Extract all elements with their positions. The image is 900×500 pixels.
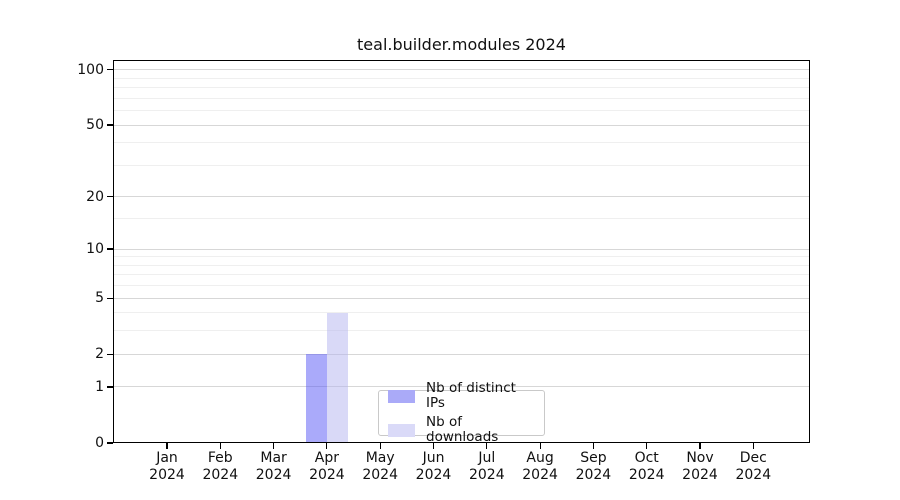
x-tick-label: Sep 2024 [575,450,612,483]
gridline-minor [113,256,810,258]
x-tick-label: Jan 2024 [149,450,185,483]
x-tick [326,443,328,449]
x-tick-label: May 2024 [362,450,398,483]
x-tick [432,443,435,449]
bar-distinct-ips [305,354,327,443]
y-tick [107,297,113,299]
legend: Nb of distinct IPs Nb of downloads [378,381,545,445]
y-tick-label: 0 [95,435,104,451]
y-tick-label: 1 [95,378,104,395]
y-tick-label: 10 [86,241,104,258]
x-tick [592,443,594,449]
x-tick-label: Dec 2024 [735,450,772,483]
y-tick [107,386,113,388]
x-tick-label: Mar 2024 [255,450,292,483]
gridline-minor [113,87,810,89]
legend-item-downloads: Nb of downloads [388,415,535,445]
gridline-major [113,297,810,299]
legend-label-distinct-ips: Nb of distinct IPs [426,380,516,411]
gridline-minor [113,274,810,276]
legend-swatch-distinct-ips [388,389,415,403]
gridline-minor [113,110,810,112]
x-tick [273,443,275,449]
gridline-minor [113,97,810,99]
y-tick-label: 50 [86,117,104,134]
gridline-major [113,386,810,388]
y-tick [107,196,113,198]
gridline-major [113,69,810,71]
gridline-major [113,124,810,126]
x-tick [752,443,754,449]
gridline-minor [113,285,810,287]
gridline-minor [113,218,810,220]
y-tick [107,442,113,444]
bar-downloads [326,312,348,443]
gridline-minor [113,312,810,314]
x-tick [539,443,541,449]
x-tick [219,443,221,449]
legend-swatch-downloads [388,423,415,437]
x-tick-label: Jul 2024 [468,450,505,483]
x-tick-label: Nov 2024 [682,450,718,483]
y-tick-label: 20 [86,188,104,205]
gridline-major [113,196,810,198]
y-tick-label: 2 [95,346,104,363]
legend-label-downloads: Nb of downloads [426,414,499,445]
x-tick [379,443,381,449]
x-tick-label: Feb 2024 [202,450,239,483]
legend-item-distinct-ips: Nb of distinct IPs [388,381,535,411]
gridline-major [113,248,810,250]
gridline-major [113,353,810,355]
x-tick-label: Aug 2024 [522,450,558,483]
y-tick-label: 100 [77,61,104,78]
y-tick [107,69,113,71]
gridline-minor [113,164,810,166]
gridline-minor [113,77,810,79]
y-tick-label: 5 [95,290,104,307]
gridline-minor [113,264,810,266]
y-tick [107,248,113,250]
gridline-minor [113,142,810,144]
x-tick [486,443,488,449]
x-tick-label: Oct 2024 [628,450,665,483]
y-tick [107,353,113,355]
x-tick [166,443,168,449]
plot-area [113,60,810,443]
gridline-minor [113,330,810,332]
y-tick [107,124,113,126]
chart-title: teal.builder.modules 2024 [357,35,566,54]
x-tick-label: Apr 2024 [309,450,345,483]
x-tick [699,443,701,449]
x-tick [646,443,648,449]
x-tick-label: Jun 2024 [415,450,452,483]
